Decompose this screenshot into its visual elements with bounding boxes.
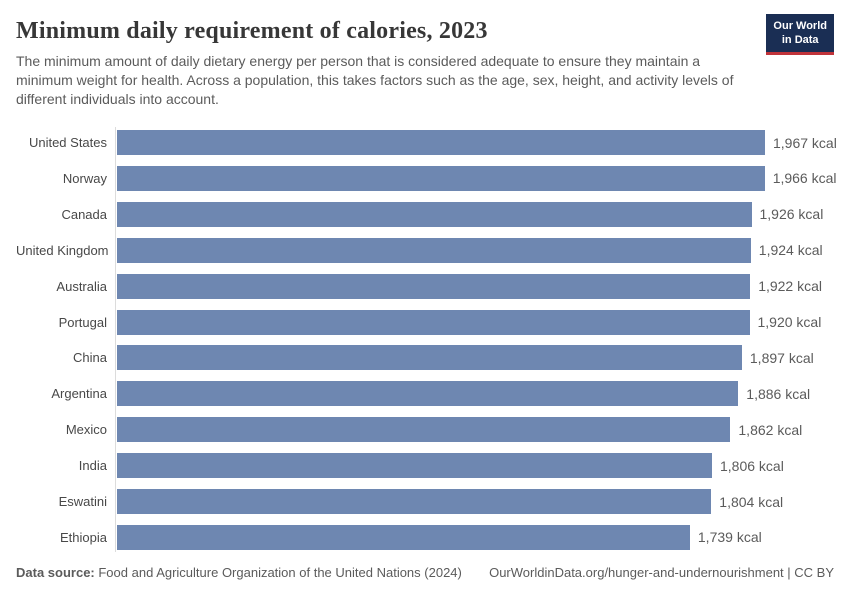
- value-label: 1,886 kcal: [746, 385, 811, 402]
- bar[interactable]: [117, 345, 742, 371]
- value-label: 1,806 kcal: [720, 457, 784, 474]
- chart-header: Minimum daily requirement of calories, 2…: [16, 14, 834, 109]
- bar[interactable]: [117, 453, 712, 479]
- chart-row: United States 1,967 kcal: [16, 130, 837, 156]
- chart-subtitle: The minimum amount of daily dietary ener…: [16, 53, 734, 108]
- country-label: United Kingdom: [16, 242, 109, 258]
- country-label: Mexico: [65, 422, 107, 438]
- chart-row: Portugal 1,920 kcal: [16, 309, 834, 335]
- value-label: 1,920 kcal: [757, 314, 822, 331]
- bar[interactable]: [117, 201, 752, 227]
- value-label: 1,926 kcal: [759, 206, 824, 223]
- chart-title: Minimum daily requirement of calories, 2…: [16, 18, 488, 44]
- country-label: Ethiopia: [60, 529, 107, 545]
- chart-row: Argentina 1,886 kcal: [16, 381, 834, 407]
- bar[interactable]: [117, 237, 751, 263]
- bar[interactable]: [117, 165, 765, 191]
- footer-credit-link[interactable]: OurWorldinData.org/hunger-and-undernouri…: [489, 565, 834, 580]
- bar-chart: United States 1,967 kcal Norway 1,966 kc…: [16, 127, 837, 552]
- chart-row: Australia 1,922 kcal: [16, 273, 834, 299]
- chart-row: Ethiopia 1,739 kcal: [16, 524, 834, 550]
- y-axis-line: [115, 127, 116, 552]
- chart-row: United Kingdom 1,924 kcal: [16, 237, 834, 263]
- value-label: 1,862 kcal: [738, 421, 803, 438]
- value-label: 1,897 kcal: [749, 349, 814, 366]
- data-source-label: Data source:: [16, 565, 95, 580]
- bar[interactable]: [117, 417, 731, 443]
- chart-row: Canada 1,926 kcal: [16, 201, 834, 227]
- country-label: Argentina: [51, 386, 107, 402]
- bar[interactable]: [117, 130, 765, 156]
- country-label: India: [78, 458, 107, 474]
- chart-footer: Data source: Food and Agriculture Organi…: [16, 565, 834, 584]
- owid-logo-line1: Our World: [773, 20, 827, 32]
- chart-row: Eswatini 1,804 kcal: [16, 489, 834, 514]
- bar[interactable]: [117, 309, 750, 335]
- data-source-text: Food and Agriculture Organization of the…: [94, 565, 462, 580]
- bar[interactable]: [117, 381, 739, 407]
- value-label: 1,967 kcal: [773, 134, 837, 151]
- country-label: Norway: [62, 170, 107, 186]
- country-label: Canada: [61, 206, 107, 222]
- chart-row: India 1,806 kcal: [16, 453, 834, 479]
- bar[interactable]: [117, 524, 690, 550]
- chart-row: China 1,897 kcal: [16, 345, 834, 371]
- country-label: Australia: [56, 278, 107, 294]
- data-source: Data source: Food and Agriculture Organi…: [16, 565, 462, 580]
- country-label: United States: [28, 135, 107, 151]
- value-label: 1,739 kcal: [697, 529, 762, 546]
- chart-row: Norway 1,966 kcal: [16, 165, 837, 191]
- bar[interactable]: [117, 273, 751, 299]
- value-label: 1,966 kcal: [772, 170, 837, 187]
- value-label: 1,922 kcal: [758, 278, 823, 295]
- chart-row: Mexico 1,862 kcal: [16, 417, 834, 443]
- country-label: Portugal: [58, 314, 107, 330]
- country-label: China: [73, 350, 107, 366]
- owid-logo: Our World in Data: [766, 14, 834, 55]
- bar[interactable]: [117, 489, 712, 514]
- owid-logo-line2: in Data: [781, 34, 819, 47]
- value-label: 1,924 kcal: [758, 242, 823, 259]
- value-label: 1,804 kcal: [719, 493, 784, 510]
- country-label: Eswatini: [58, 494, 107, 509]
